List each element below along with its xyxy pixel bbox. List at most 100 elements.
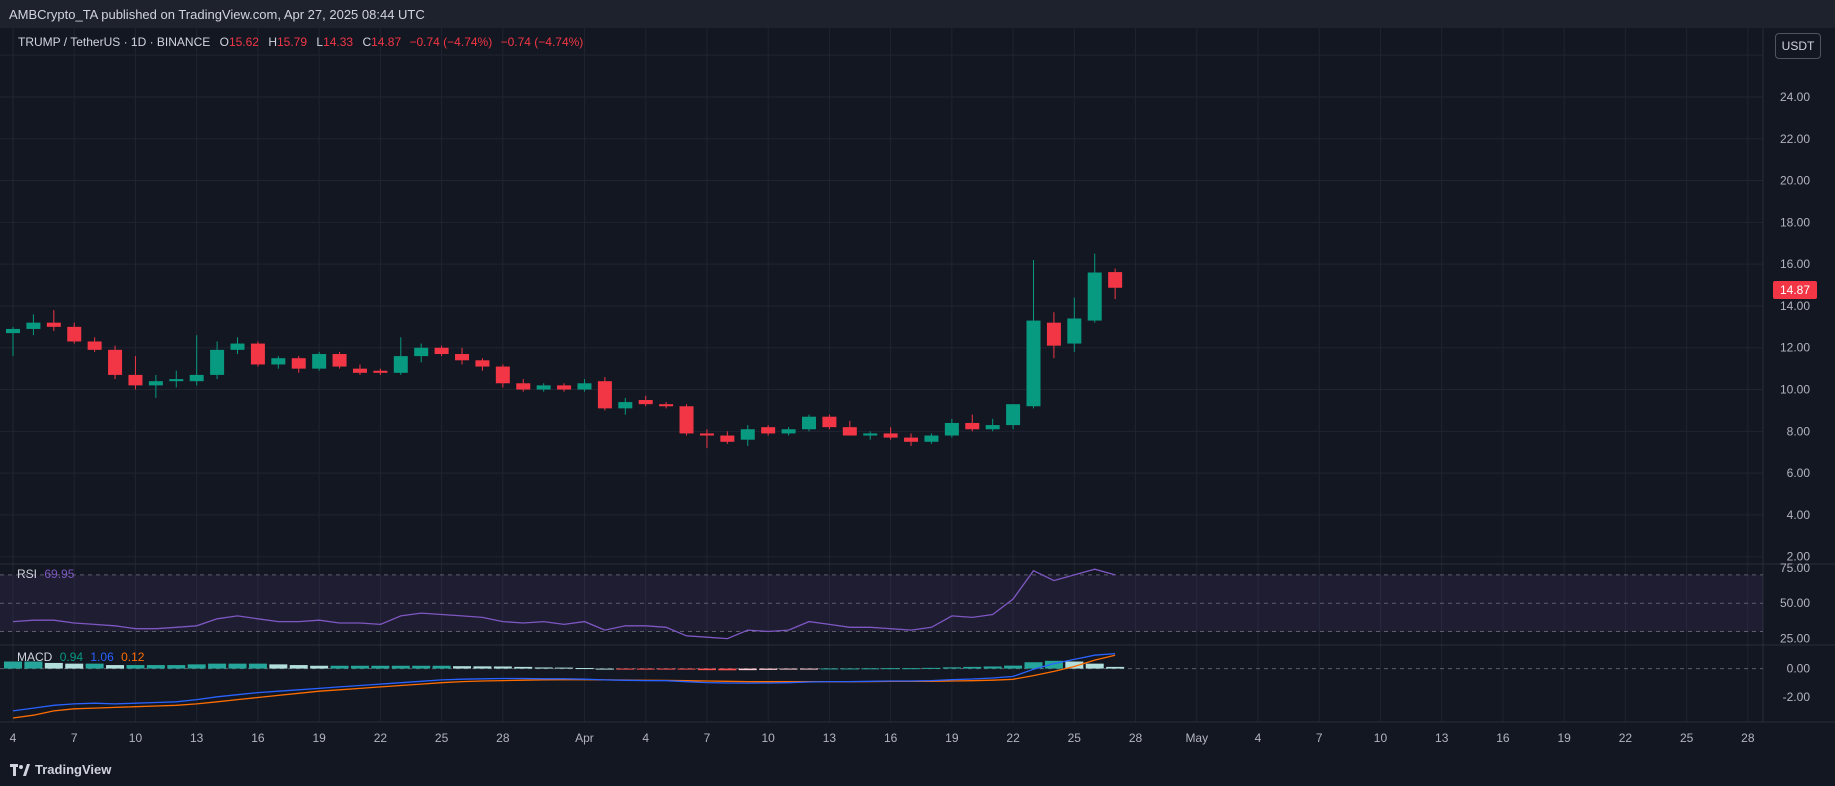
macd-histogram-bar	[412, 665, 431, 669]
candle-body	[6, 328, 20, 334]
candle-body	[638, 399, 653, 405]
candle-body	[1108, 272, 1123, 288]
macd-histogram-bar	[595, 668, 614, 670]
price-axis-label: 4.00	[1787, 508, 1811, 522]
macd-histogram-bar	[799, 668, 818, 670]
macd-legend: MACD 0.94 1.06 0.12	[17, 650, 144, 664]
macd-histogram-bar	[126, 665, 145, 669]
rsi-line	[12, 568, 1116, 640]
rsi-axis-label: 25.00	[1780, 632, 1810, 646]
time-axis-label: 10	[1374, 731, 1388, 745]
candle-body	[924, 435, 939, 442]
candle-body	[904, 437, 919, 442]
chart-area[interactable]: 26.0024.0022.0020.0018.0016.0014.0012.00…	[0, 28, 1835, 750]
tradingview-brand[interactable]: TradingView	[10, 762, 111, 777]
candle-body	[108, 349, 123, 375]
time-axis-label: 19	[312, 731, 326, 745]
time-axis-label: 22	[1006, 731, 1020, 745]
macd-histogram-bar	[555, 667, 574, 669]
candle-body	[985, 425, 1000, 430]
macd-histogram-bar	[330, 665, 349, 669]
candle-body	[1046, 322, 1061, 346]
time-axis-label: 16	[884, 731, 898, 745]
candle-body	[618, 402, 633, 409]
candle-body	[393, 356, 408, 373]
candle-body	[169, 379, 184, 382]
candle-body	[965, 422, 980, 430]
macd-histogram-bar	[4, 661, 22, 669]
price-axis-label: 10.00	[1780, 383, 1810, 397]
candle-body	[944, 422, 959, 436]
tradingview-logo-icon	[10, 763, 30, 776]
rsi-label: RSI	[17, 567, 38, 581]
price-axis-label: 22.00	[1780, 132, 1810, 146]
candle-body	[26, 322, 41, 329]
high-value: 15.79	[277, 35, 308, 49]
candle-body	[679, 406, 694, 434]
publish-header: AMBCrypto_TA published on TradingView.co…	[0, 0, 1835, 28]
currency-button[interactable]: USDT	[1775, 33, 1821, 59]
open-label: O	[219, 35, 229, 49]
macd-axis-label: -2.00	[1783, 690, 1811, 704]
candle-body	[1026, 320, 1041, 407]
candle-body	[883, 433, 898, 438]
candle-body	[312, 354, 327, 369]
macd-histogram-bar	[942, 667, 961, 669]
pane-separators	[0, 28, 1835, 723]
candle-body	[332, 354, 347, 367]
candle-body	[863, 433, 878, 436]
candle-body	[475, 360, 490, 367]
macd-histogram-bar	[902, 668, 921, 670]
macd-histogram-bar	[208, 663, 227, 669]
price-axis-label: 14.00	[1780, 299, 1810, 313]
candle-body	[230, 343, 245, 350]
macd-histogram-bar	[85, 663, 104, 669]
macd-histogram-bar	[493, 666, 512, 669]
candle-body	[659, 404, 674, 407]
close-label: C	[362, 35, 372, 49]
candle-body	[536, 385, 551, 390]
change-value-2: −0.74 (−4.74%)	[500, 35, 584, 49]
macd-histogram-bar	[187, 664, 206, 669]
candle-body	[597, 381, 612, 409]
macd-histogram-bar	[269, 664, 288, 669]
macd-histogram-bar	[1024, 662, 1043, 669]
candle-body	[1087, 272, 1102, 321]
time-axis-label: 22	[1619, 731, 1633, 745]
macd-histogram-bar	[1065, 661, 1084, 669]
price-axis-label: 6.00	[1787, 466, 1811, 480]
macd-histogram-bar	[616, 668, 635, 670]
macd-histogram-bar	[881, 668, 900, 670]
candle-body	[495, 366, 510, 384]
brand-name: TradingView	[35, 762, 112, 777]
time-axis-label: 4	[642, 731, 649, 745]
chart-canvas[interactable]: 26.0024.0022.0020.0018.0016.0014.0012.00…	[0, 28, 1835, 750]
macd-label: MACD	[17, 650, 53, 664]
candle-body	[148, 381, 163, 386]
macd-histogram-bar	[718, 668, 737, 671]
macd-histogram-bar	[840, 668, 859, 670]
macd-histogram-bar	[575, 668, 594, 670]
price-axis: 26.0024.0022.0020.0018.0016.0014.0012.00…	[1780, 48, 1810, 564]
time-axis-label: 28	[1741, 731, 1755, 745]
macd-histogram-bar	[1106, 666, 1125, 669]
footer: TradingView	[0, 754, 1835, 786]
macd-signal-value: 0.12	[121, 650, 145, 664]
time-axis-label: 25	[1680, 731, 1694, 745]
candle-body	[67, 326, 82, 342]
time-axis-label: 7	[71, 731, 78, 745]
macd-axis-label: 0.00	[1787, 662, 1811, 676]
time-axis-label: 25	[435, 731, 449, 745]
candle-body	[557, 385, 572, 390]
macd-histogram-bar	[677, 668, 696, 670]
time-axis-label: Apr	[575, 731, 594, 745]
macd-histogram-bar	[432, 665, 451, 669]
macd-histogram-bar	[657, 668, 676, 670]
macd-histogram-bar	[44, 662, 63, 669]
rsi-axis-label: 50.00	[1780, 596, 1810, 610]
macd-histogram-bar	[65, 663, 84, 669]
candle-body	[1006, 404, 1021, 426]
candle-body	[720, 435, 735, 442]
macd-signal-line	[12, 654, 1116, 719]
time-axis-label: 7	[704, 731, 711, 745]
